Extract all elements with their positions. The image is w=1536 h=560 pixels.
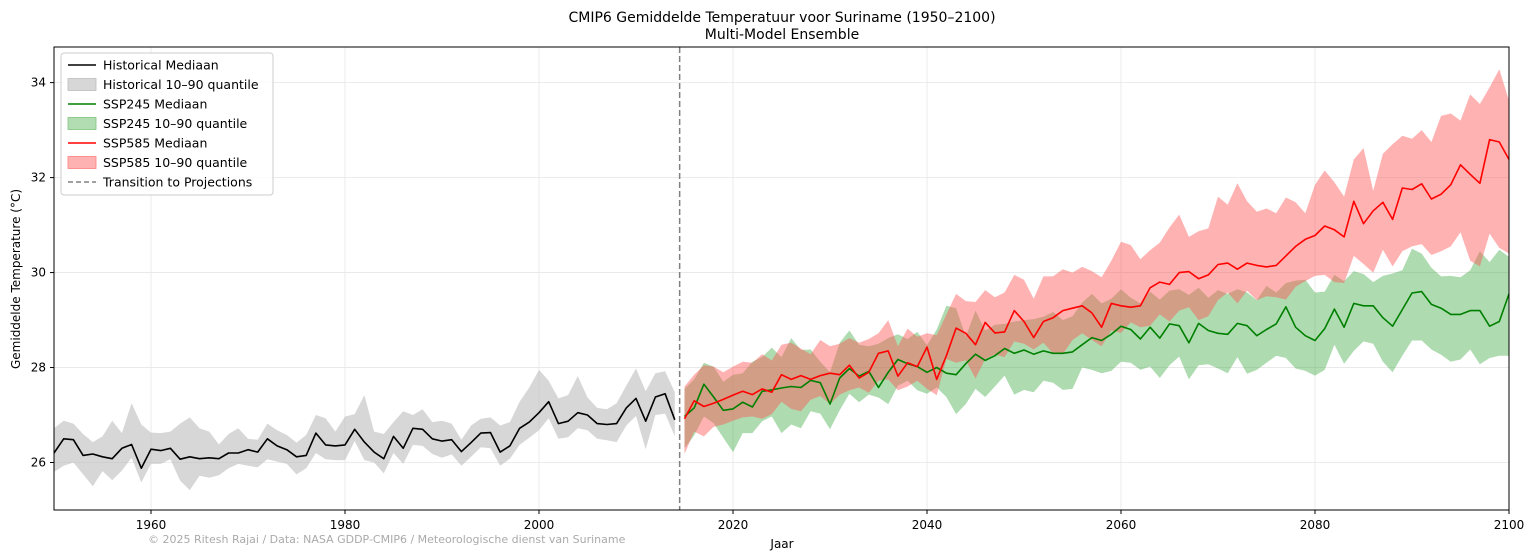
plot-frame	[53, 46, 1510, 511]
x-tick-label-2: 2000	[524, 518, 555, 532]
legend-label-5: SSP585 10–90 quantile	[103, 155, 248, 170]
y-axis-ticks: 26 28 30 32 34	[31, 76, 54, 470]
ssp245-quantile-band	[684, 248, 1509, 453]
x-tick-label-5: 2060	[1106, 518, 1137, 532]
y-tick-label-2: 30	[31, 266, 46, 280]
y-tick-label-4: 34	[31, 76, 46, 90]
x-tick-label-7: 2100	[1494, 518, 1525, 532]
legend-swatch-3	[67, 117, 97, 130]
legend-label-2: SSP245 Mediaan	[103, 97, 207, 112]
median-lines	[53, 138, 1510, 470]
y-tick-label-3: 32	[31, 171, 46, 185]
x-tick-label-4: 2040	[912, 518, 943, 532]
legend-swatch-5	[67, 156, 97, 169]
ssp245-median-line	[683, 290, 1510, 418]
chart-subtitle: Multi-Model Ensemble	[705, 27, 859, 43]
legend-items: Historical Mediaan Historical 10–90 quant…	[67, 58, 259, 190]
chart-title: CMIP6 Gemiddelde Temperatuur voor Surina…	[568, 10, 995, 26]
legend-swatch-1	[67, 78, 97, 91]
ssp585-median-line	[683, 138, 1510, 420]
y-tick-label-1: 28	[31, 361, 46, 375]
x-tick-label-6: 2080	[1300, 518, 1331, 532]
legend-label-4: SSP585 Mediaan	[103, 136, 207, 151]
legend-label-3: SSP245 10–90 quantile	[103, 116, 248, 131]
legend-frame	[60, 52, 274, 196]
x-tick-label-1: 1980	[330, 518, 361, 532]
legend-label-6: Transition to Projections	[102, 175, 252, 190]
x-axis-label: Jaar	[769, 537, 793, 551]
legend-label-1: Historical 10–90 quantile	[103, 77, 259, 92]
x-axis-ticks: 1960 1980 2000 2020 2040 2060 2080 2100	[136, 510, 1525, 532]
copyright-credit: © 2025 Ritesh Rajai / Data: NASA GDDP-CM…	[148, 533, 626, 546]
y-tick-label-0: 26	[31, 456, 46, 470]
x-tick-label-0: 1960	[136, 518, 167, 532]
x-tick-label-3: 2020	[718, 518, 749, 532]
y-axis-label: Gemiddelde Temperature (°C)	[9, 189, 23, 369]
legend-label-0: Historical Mediaan	[103, 58, 219, 73]
historical-median-line	[53, 392, 676, 470]
legend: Historical Mediaan Historical 10–90 quant…	[60, 52, 274, 196]
historical-quantile-band	[54, 368, 675, 491]
